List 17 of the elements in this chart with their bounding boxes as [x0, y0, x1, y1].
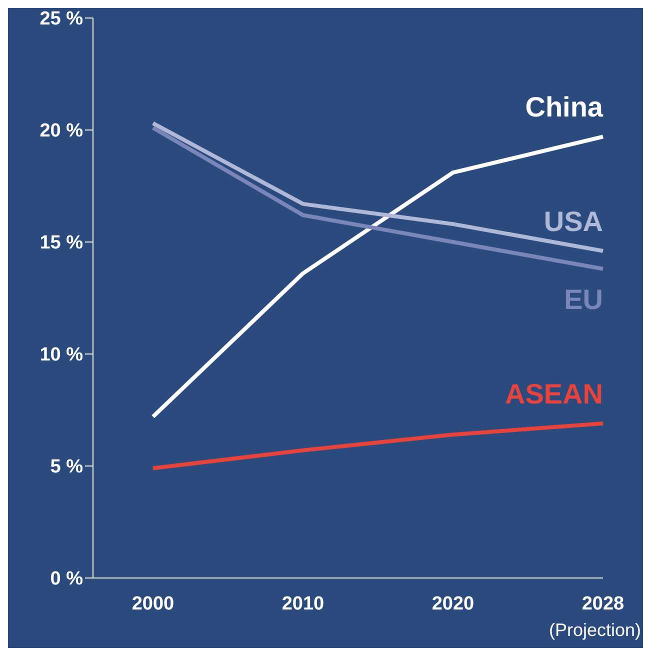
y-tick-label: 20 % — [40, 120, 84, 142]
y-tick-label: 10 % — [40, 344, 84, 366]
x-tick-label: 2028 — [582, 593, 624, 614]
series-label: USA — [544, 206, 603, 237]
y-tick-label: 5 % — [50, 456, 84, 478]
series-label: ASEAN — [504, 378, 603, 410]
series-label: China — [525, 92, 604, 123]
y-tick-label: 15 % — [40, 232, 84, 254]
series-label: EU — [564, 284, 603, 315]
x-tick-label: 2000 — [132, 593, 174, 614]
y-tick-label: 0 % — [50, 568, 84, 590]
text: (Projection) — [548, 620, 641, 641]
x-tick-label: 2010 — [282, 593, 324, 614]
line-series — [151, 421, 605, 470]
y-tick-label: 25 % — [40, 8, 84, 30]
x-tick-label: 2020 — [432, 593, 474, 614]
line-series — [151, 134, 605, 419]
